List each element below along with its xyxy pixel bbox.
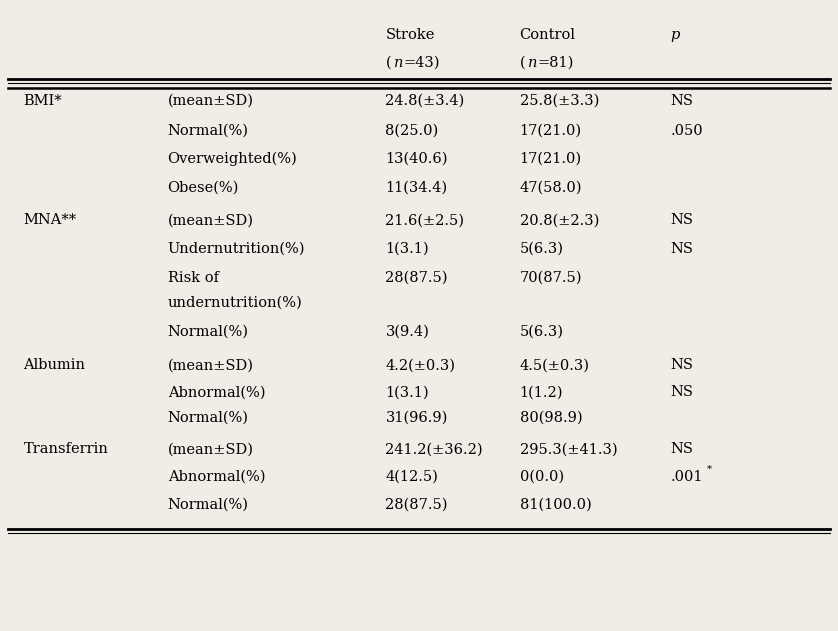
Text: 17(21.0): 17(21.0) — [520, 152, 582, 166]
Text: 4.2(±0.3): 4.2(±0.3) — [385, 358, 456, 372]
Text: (mean±SD): (mean±SD) — [168, 358, 254, 372]
Text: BMI*: BMI* — [23, 94, 62, 108]
Text: 0(0.0): 0(0.0) — [520, 470, 564, 484]
Text: undernutrition(%): undernutrition(%) — [168, 296, 303, 310]
Text: Normal(%): Normal(%) — [168, 411, 249, 425]
Text: (: ( — [385, 56, 391, 70]
Text: NS: NS — [670, 358, 693, 372]
Text: 1(3.1): 1(3.1) — [385, 242, 429, 256]
Text: =81): =81) — [538, 56, 574, 70]
Text: n: n — [528, 56, 537, 70]
Text: 80(98.9): 80(98.9) — [520, 411, 582, 425]
Text: =43): =43) — [404, 56, 441, 70]
Text: (mean±SD): (mean±SD) — [168, 213, 254, 227]
Text: Obese(%): Obese(%) — [168, 180, 239, 194]
Text: Albumin: Albumin — [23, 358, 85, 372]
Text: n: n — [394, 56, 403, 70]
Text: Normal(%): Normal(%) — [168, 325, 249, 339]
Text: *: * — [707, 464, 712, 473]
Text: NS: NS — [670, 213, 693, 227]
Text: NS: NS — [670, 94, 693, 108]
Text: 295.3(±41.3): 295.3(±41.3) — [520, 442, 617, 456]
Text: 5(6.3): 5(6.3) — [520, 325, 564, 339]
Text: 28(87.5): 28(87.5) — [385, 498, 448, 512]
Text: (mean±SD): (mean±SD) — [168, 442, 254, 456]
Text: 21.6(±2.5): 21.6(±2.5) — [385, 213, 464, 227]
Text: 13(40.6): 13(40.6) — [385, 152, 448, 166]
Text: (mean±SD): (mean±SD) — [168, 94, 254, 108]
Text: 8(25.0): 8(25.0) — [385, 124, 439, 138]
Text: 20.8(±2.3): 20.8(±2.3) — [520, 213, 599, 227]
Text: 31(96.9): 31(96.9) — [385, 411, 447, 425]
Text: 17(21.0): 17(21.0) — [520, 124, 582, 138]
Text: 4.5(±0.3): 4.5(±0.3) — [520, 358, 590, 372]
Text: NS: NS — [670, 442, 693, 456]
Text: 1(1.2): 1(1.2) — [520, 386, 563, 399]
Text: (: ( — [520, 56, 525, 70]
Text: Abnormal(%): Abnormal(%) — [168, 470, 265, 484]
Text: 47(58.0): 47(58.0) — [520, 180, 582, 194]
Text: 1(3.1): 1(3.1) — [385, 386, 429, 399]
Text: 11(34.4): 11(34.4) — [385, 180, 447, 194]
Text: 3(9.4): 3(9.4) — [385, 325, 429, 339]
Text: Stroke: Stroke — [385, 28, 435, 42]
Text: Normal(%): Normal(%) — [168, 124, 249, 138]
Text: Overweighted(%): Overweighted(%) — [168, 152, 297, 166]
Text: 70(87.5): 70(87.5) — [520, 271, 582, 285]
Text: 4(12.5): 4(12.5) — [385, 470, 438, 484]
Text: Transferrin: Transferrin — [23, 442, 108, 456]
Text: p: p — [670, 28, 680, 42]
Text: NS: NS — [670, 386, 693, 399]
Text: MNA**: MNA** — [23, 213, 76, 227]
Text: 241.2(±36.2): 241.2(±36.2) — [385, 442, 483, 456]
Text: 28(87.5): 28(87.5) — [385, 271, 448, 285]
Text: Normal(%): Normal(%) — [168, 498, 249, 512]
Text: NS: NS — [670, 242, 693, 256]
Text: .050: .050 — [670, 124, 703, 138]
Text: Undernutrition(%): Undernutrition(%) — [168, 242, 305, 256]
Text: 24.8(±3.4): 24.8(±3.4) — [385, 94, 465, 108]
Text: Abnormal(%): Abnormal(%) — [168, 386, 265, 399]
Text: 81(100.0): 81(100.0) — [520, 498, 592, 512]
Text: Control: Control — [520, 28, 576, 42]
Text: Risk of: Risk of — [168, 271, 219, 285]
Text: 5(6.3): 5(6.3) — [520, 242, 564, 256]
Text: 25.8(±3.3): 25.8(±3.3) — [520, 94, 599, 108]
Text: .001: .001 — [670, 470, 703, 484]
